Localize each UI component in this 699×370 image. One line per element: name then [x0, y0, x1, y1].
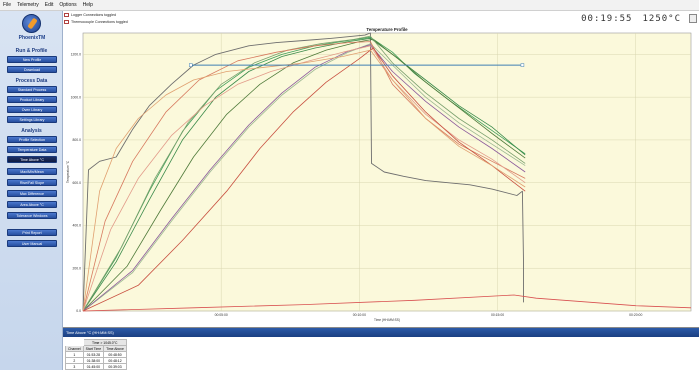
current-temperature: 1250°C — [642, 14, 681, 24]
legend-thermocouple-row[interactable]: Thermocouple Connections toggled — [64, 19, 263, 25]
y-axis-label: Temperature °C — [66, 160, 70, 183]
section-analysis: Analysis — [21, 128, 42, 134]
brand-name: PhoenixTM — [18, 35, 46, 41]
series-line-10 — [82, 47, 526, 312]
cell-start-time: 01:45:00 — [82, 363, 105, 370]
tolerance-windows-button[interactable]: Tolerance Windows — [7, 212, 57, 219]
menu-options[interactable]: Options — [59, 2, 77, 8]
series-line-9 — [82, 45, 526, 312]
panel-header: Time Above °C (HH:MM:SS) — [63, 328, 699, 337]
legend-logger-row[interactable]: Logger Connections toggled — [64, 12, 263, 18]
cell-time-above: 00:39:03 — [103, 363, 127, 370]
temperature-data-button[interactable]: Temperature Data — [7, 146, 57, 153]
series-line-6 — [82, 43, 526, 312]
product-library-button[interactable]: Product Library — [7, 96, 57, 103]
series-line-3 — [82, 37, 526, 312]
standard-process-button[interactable]: Standard Process — [7, 86, 57, 93]
chart-panel: 0.0 200.0 400.0 600.0 800.0 1000.0 1200.0 00:05… — [63, 11, 699, 327]
menu-help[interactable]: Help — [82, 2, 93, 8]
user-manual-button[interactable]: User Manual — [7, 240, 57, 247]
checkbox-icon[interactable] — [64, 13, 69, 17]
sidebar: PhoenixTM Run & Profile New Profile Down… — [0, 11, 63, 370]
x-tick-label: 00:20:00 — [629, 313, 642, 317]
section-process-data: Process Data — [15, 78, 48, 84]
checkbox-icon[interactable] — [64, 20, 69, 24]
chart-title: Temperature Profile — [366, 27, 408, 32]
oven-library-button[interactable]: Oven Library — [7, 106, 57, 113]
series-line-4 — [82, 38, 526, 312]
area-above-button[interactable]: Area Above °C — [7, 201, 57, 208]
series-line-12 — [82, 294, 692, 312]
print-report-button[interactable]: Print Report — [7, 229, 57, 236]
rise-fall-slope-button[interactable]: Rise/Fall Slope — [7, 179, 57, 186]
settings-library-button[interactable]: Settings Library — [7, 116, 57, 123]
y-tick-label: 1000.0 — [71, 95, 81, 99]
threshold-handle-right — [520, 63, 525, 67]
menu-file[interactable]: File — [3, 2, 12, 8]
y-tick-label: 200.0 — [73, 266, 82, 270]
new-profile-button[interactable]: New Profile — [7, 56, 57, 63]
y-tick-label: 0.0 — [76, 309, 81, 313]
temperature-profile-chart[interactable]: 0.0 200.0 400.0 600.0 800.0 1000.0 1200.0 00:05… — [63, 11, 699, 327]
status-readout: 00:19:55 1250°C — [581, 14, 681, 24]
max-difference-button[interactable]: Max Difference — [7, 190, 57, 197]
y-tick-label: 400.0 — [73, 224, 82, 228]
profile-selection-button[interactable]: Profile Selection — [7, 136, 57, 143]
menu-telemetry[interactable]: Telemetry — [17, 2, 39, 8]
menu-bar: File Telemetry Edit Options Help — [0, 0, 699, 11]
download-button[interactable]: Download — [7, 66, 57, 73]
x-tick-label: 00:15:00 — [491, 313, 504, 317]
section-run-profile: Run & Profile — [15, 48, 48, 54]
x-tick-label: 00:10:00 — [353, 313, 366, 317]
y-tick-label: 800.0 — [73, 138, 82, 142]
connection-legend: Logger Connections toggled Thermocouple … — [63, 11, 263, 25]
legend-thermocouple-label: Thermocouple Connections toggled — [71, 20, 128, 24]
cell-channel: 3 — [65, 363, 84, 370]
table-row[interactable]: 3 01:45:00 00:39:03 — [65, 363, 127, 370]
window-toggle-button[interactable] — [689, 14, 697, 23]
elapsed-time: 00:19:55 — [581, 14, 633, 24]
y-tick-label: 1200.0 — [71, 53, 81, 57]
time-above-table: Time > 1045.0°C Channel Start Time Time … — [65, 339, 127, 370]
x-tick-label: 00:05:00 — [215, 313, 228, 317]
max-min-mean-button[interactable]: Max/Min/Mean — [7, 168, 57, 175]
time-above-button[interactable]: Time Above °C — [7, 156, 57, 163]
legend-logger-label: Logger Connections toggled — [71, 13, 116, 17]
series-line-7 — [82, 44, 526, 312]
x-axis-label: Time (HH:MM:SS) — [374, 318, 400, 322]
plot-background — [82, 32, 692, 312]
phoenix-logo-icon — [22, 14, 41, 33]
y-tick-label: 600.0 — [73, 181, 82, 185]
series-line-1 — [82, 32, 524, 312]
menu-edit[interactable]: Edit — [44, 2, 54, 8]
series-line-8 — [82, 41, 526, 312]
series-line-5 — [82, 35, 526, 312]
time-above-panel: Time Above °C (HH:MM:SS) Time > 1045.0°C… — [63, 327, 699, 370]
threshold-handle-left — [189, 63, 193, 67]
